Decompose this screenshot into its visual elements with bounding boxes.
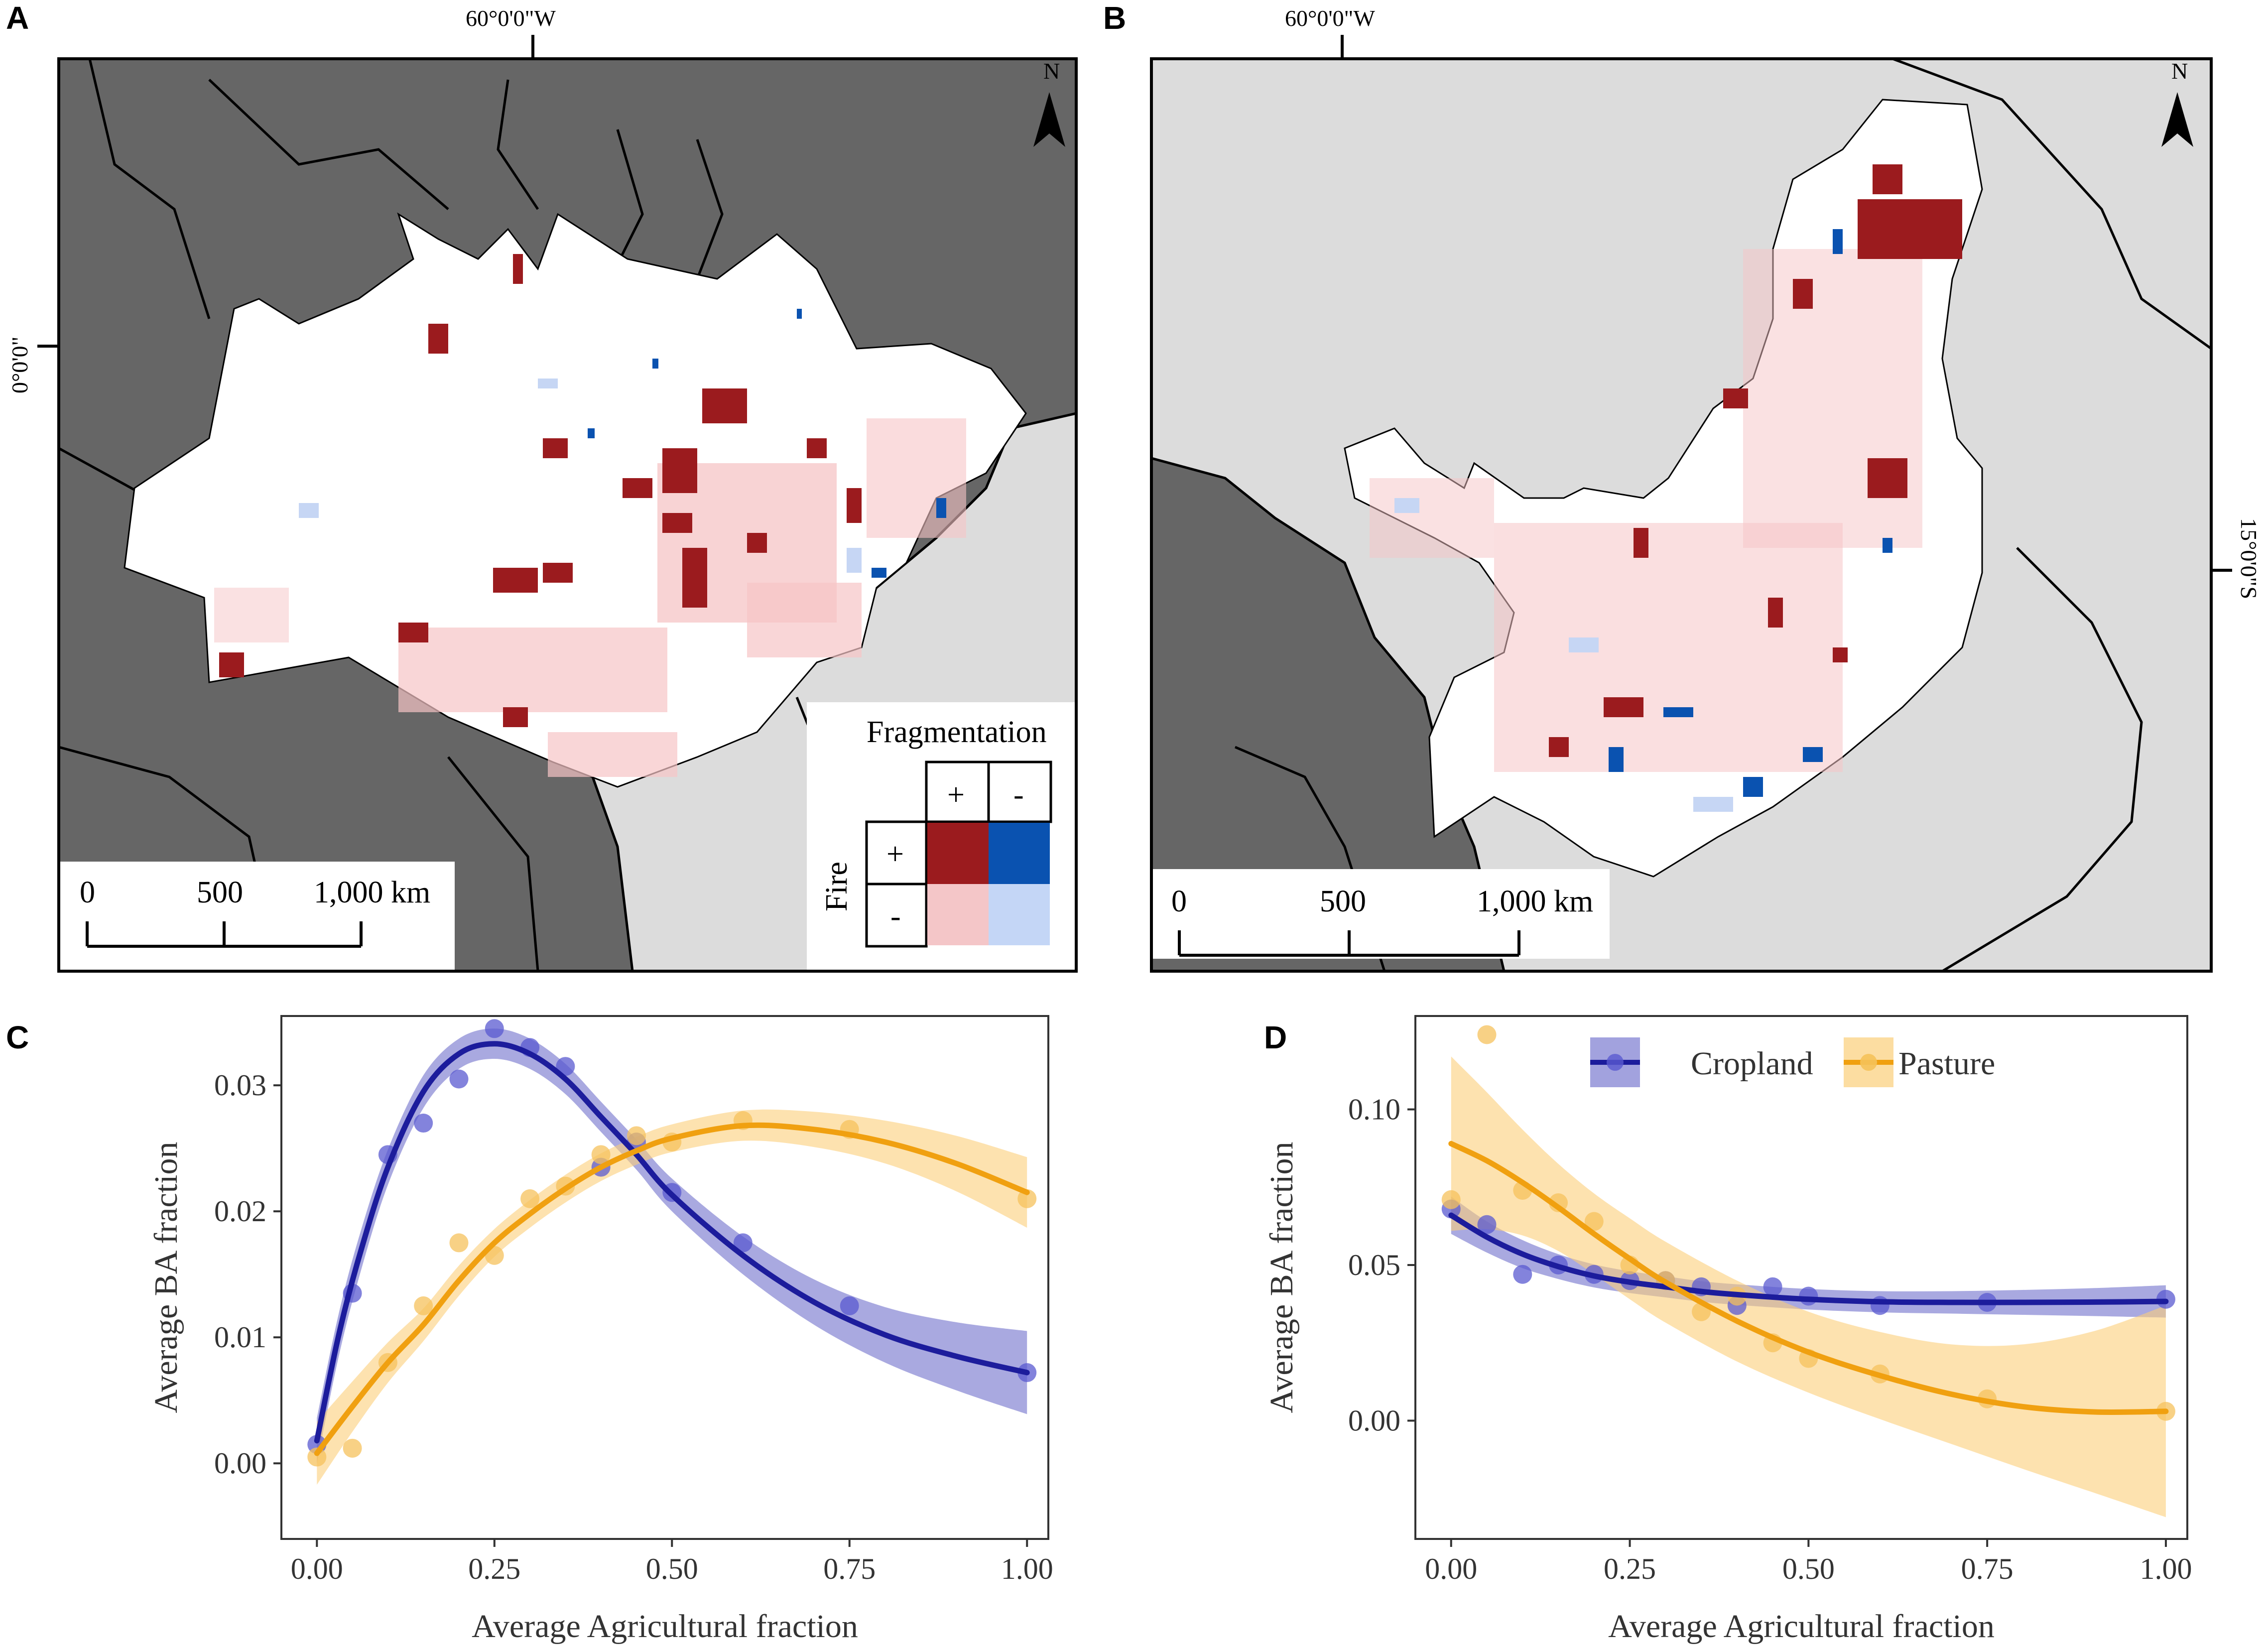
chart-panel-c: C 0.00 0.25 0.50 0.75 1.00 0.00 0.01 0.02 0.03 A… <box>6 1015 1053 1645</box>
chart-d-cropland-point <box>1799 1286 1818 1306</box>
map-panel-b: B <box>1103 0 2262 973</box>
legend-row-title-fire: Fire <box>820 862 854 911</box>
scale-a-label-0: 0 <box>80 876 95 909</box>
chart-c-cropland-fit-line <box>314 1041 1030 1444</box>
legend-cell-fire-plus-frag-minus <box>989 823 1050 884</box>
chart-d-cropland-point <box>1513 1265 1532 1284</box>
chart-d-pasture-point <box>1584 1212 1604 1231</box>
chart-c-y-axis-title: Average BA fraction <box>148 1142 184 1413</box>
legend-cell-fire-plus-frag-plus <box>927 823 989 884</box>
map-panel-a: A <box>6 0 1078 973</box>
map-b-neighbor-countries <box>1151 457 1506 971</box>
legend-row-minus: - <box>890 899 901 933</box>
chart-c-x-tick-label: 0.75 <box>823 1552 876 1585</box>
chart-panel-d: D 0.00 0.25 0.50 0.75 1.00 0.00 0.05 0.10 Avera… <box>1263 1015 2192 1645</box>
map-a-latitude-label: 0°0'0" <box>7 337 32 393</box>
chart-c-cropland-point <box>840 1296 859 1315</box>
scale-bar-b: 0 500 1,000 km <box>1151 869 1610 959</box>
chart-c-y-tick-label: 0.01 <box>214 1321 266 1354</box>
chart-c-y-tick-label: 0.03 <box>214 1069 266 1102</box>
chart-c-y-tick-label: 0.02 <box>214 1195 266 1228</box>
chart-c-pasture-point <box>449 1233 469 1253</box>
chart-d-pasture-fit-line <box>1448 1141 2169 1415</box>
chart-d-pasture-point <box>1477 1025 1497 1044</box>
chart-c-cropland-point <box>449 1069 469 1089</box>
chart-c-pasture-fit-line <box>314 1122 1030 1456</box>
chart-c-pasture-point <box>343 1438 362 1458</box>
scale-b-label-0: 0 <box>1171 885 1187 918</box>
chart-c-cropland-point <box>733 1233 753 1253</box>
chart-d-y-tick-label: 0.10 <box>1348 1093 1400 1126</box>
svg-text:N: N <box>2171 58 2188 84</box>
chart-d-cropland-point <box>1870 1296 1889 1315</box>
chart-d-x-tick-label: 0.75 <box>1961 1552 2014 1585</box>
chart-c-y-tick-label: 0.00 <box>214 1447 266 1480</box>
chart-d-x-tick-label: 0.25 <box>1604 1552 1656 1585</box>
fire-fragmentation-legend: Fragmentation + - + - Fire <box>807 702 1076 971</box>
legend-cell-fire-minus-frag-plus <box>927 884 989 945</box>
chart-d-y-tick-label: 0.00 <box>1348 1404 1400 1437</box>
scale-b-label-500: 500 <box>1320 885 1366 918</box>
chart-c-cropland-point <box>414 1114 433 1133</box>
scale-a-label-1000: 1,000 km <box>314 876 430 909</box>
legend-col-minus: - <box>1013 778 1024 812</box>
chart-c-pasture-point <box>627 1126 646 1145</box>
scale-a-label-500: 500 <box>197 876 243 909</box>
chart-c-x-axis-title: Average Agricultural fraction <box>472 1608 858 1645</box>
panel-label-a: A <box>6 0 29 36</box>
map-a-longitude-label: 60°0'0"W <box>466 5 556 31</box>
map-b-frame <box>1150 57 2213 973</box>
map-b-fragmentation-fire-patches <box>1370 164 1962 812</box>
panel-label-b: B <box>1103 0 1126 36</box>
chart-c-pasture-point <box>307 1447 327 1467</box>
legend-cell-fire-minus-frag-minus <box>989 884 1050 945</box>
north-arrow-icon-a: N <box>1033 58 1065 147</box>
chart-d-y-axis-title: Average BA fraction <box>1263 1142 1300 1413</box>
chart-d-cropland-point <box>1763 1277 1782 1296</box>
legend-col-plus: + <box>947 778 965 812</box>
chart-d-y-tick-label: 0.05 <box>1348 1249 1400 1281</box>
scale-bar-a: 0 500 1,000 km <box>59 862 455 971</box>
legend-row-plus: + <box>886 837 904 871</box>
chart-d-legend: Cropland Pasture <box>1590 1037 1995 1087</box>
chart-c-pasture-confidence-band <box>317 1109 1027 1485</box>
chart-c-pasture-point <box>591 1145 611 1164</box>
chart-c-pasture-point <box>520 1189 540 1208</box>
panel-label-d: D <box>1264 1019 1287 1055</box>
chart-d-cropland-fit-line <box>1448 1212 2169 1305</box>
chart-d-pasture-point <box>1549 1193 1568 1212</box>
chart-c-cropland-point <box>556 1057 575 1076</box>
legend-pasture-label: Pasture <box>1898 1045 1995 1082</box>
map-a-fragmentation-fire-patches <box>214 254 966 777</box>
chart-d-pasture-point <box>1441 1190 1461 1209</box>
map-a-frame <box>57 57 1078 973</box>
panel-label-c: C <box>6 1019 29 1055</box>
chart-c-cropland-point <box>485 1019 504 1038</box>
chart-c-pasture-point <box>1017 1189 1037 1208</box>
chart-c-x-tick-label: 0.50 <box>646 1552 698 1585</box>
chart-c-x-tick-label: 0.00 <box>291 1552 343 1585</box>
chart-c-plot-area <box>280 1015 1049 1540</box>
north-arrow-icon-b: N <box>2161 58 2193 147</box>
map-b-longitude-label: 60°0'0"W <box>1285 5 1375 31</box>
chart-c-pasture-point <box>414 1296 433 1315</box>
svg-text:N: N <box>1043 58 1060 84</box>
chart-c-x-tick-label: 1.00 <box>1001 1552 1053 1585</box>
chart-d-x-tick-label: 1.00 <box>2140 1552 2192 1585</box>
chart-d-cropland-point <box>1477 1215 1497 1234</box>
scale-b-label-1000: 1,000 km <box>1477 885 1593 918</box>
chart-d-x-tick-label: 0.00 <box>1425 1552 1477 1585</box>
legend-title-fragmentation: Fragmentation <box>867 715 1047 749</box>
chart-c-x-tick-label: 0.25 <box>468 1552 520 1585</box>
chart-d-x-axis-title: Average Agricultural fraction <box>1608 1608 1995 1645</box>
chart-d-x-tick-label: 0.50 <box>1782 1552 1835 1585</box>
map-b-latitude-label: 15°0'0"S <box>2236 518 2262 599</box>
legend-cropland-label: Cropland <box>1691 1045 1813 1082</box>
